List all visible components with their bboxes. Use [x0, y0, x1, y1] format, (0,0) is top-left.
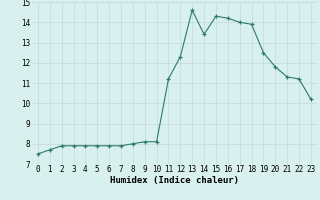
X-axis label: Humidex (Indice chaleur): Humidex (Indice chaleur): [110, 176, 239, 185]
